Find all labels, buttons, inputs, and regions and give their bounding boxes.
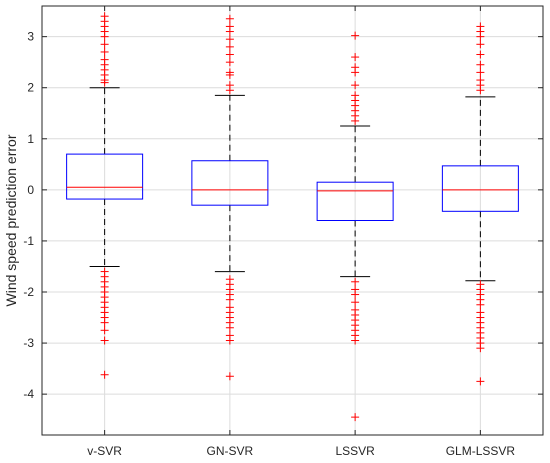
y-tick-label: 2 bbox=[27, 81, 34, 95]
outlier-marker bbox=[476, 344, 485, 353]
outlier-marker bbox=[100, 370, 109, 379]
outlier-marker bbox=[100, 326, 109, 335]
outlier-marker bbox=[476, 300, 485, 309]
outlier-marker bbox=[100, 40, 109, 49]
outlier-marker bbox=[476, 377, 485, 386]
iqr-box bbox=[316, 181, 394, 221]
outlier-marker bbox=[351, 53, 360, 62]
box-glm-lssvr bbox=[441, 22, 519, 386]
outlier-marker bbox=[351, 31, 360, 40]
y-tick-label: -3 bbox=[23, 336, 34, 350]
outlier-marker bbox=[476, 68, 485, 77]
y-tick-label: -1 bbox=[23, 234, 34, 248]
outlier-marker bbox=[225, 295, 234, 304]
outlier-marker bbox=[351, 277, 360, 286]
outlier-marker bbox=[225, 58, 234, 67]
outlier-marker bbox=[225, 336, 234, 345]
outlier-marker bbox=[100, 336, 109, 345]
y-tick-label: -4 bbox=[23, 387, 34, 401]
outlier-marker bbox=[225, 70, 234, 79]
outlier-marker bbox=[225, 42, 234, 51]
outlier-marker bbox=[351, 68, 360, 77]
y-tick-label: 3 bbox=[27, 30, 34, 44]
y-axis-ticks: -4 -3 -2 -1 0 1 2 3 bbox=[23, 30, 543, 401]
x-axis-ticks: v-SVR GN-SVR LSSVR GLM-LSSVR bbox=[87, 6, 515, 458]
y-tick-label: 1 bbox=[27, 132, 34, 146]
outlier-marker bbox=[476, 50, 485, 59]
box-v-svr bbox=[66, 12, 144, 379]
outlier-marker bbox=[351, 413, 360, 422]
outlier-marker bbox=[225, 86, 234, 95]
outlier-marker bbox=[351, 298, 360, 307]
iqr-box bbox=[191, 160, 269, 206]
box-lssvr bbox=[316, 31, 394, 422]
iqr-box bbox=[66, 153, 144, 200]
outlier-marker bbox=[100, 32, 109, 41]
outlier-marker bbox=[225, 27, 234, 36]
outlier-marker bbox=[225, 50, 234, 59]
outlier-marker bbox=[225, 372, 234, 381]
outlier-marker bbox=[476, 40, 485, 49]
outlier-marker bbox=[225, 323, 234, 332]
outlier-marker bbox=[225, 14, 234, 23]
outlier-marker bbox=[351, 116, 360, 125]
outlier-marker bbox=[476, 32, 485, 41]
outlier-marker bbox=[476, 86, 485, 95]
outlier-marker bbox=[225, 35, 234, 44]
outlier-marker bbox=[351, 81, 360, 90]
y-tick-label: -2 bbox=[23, 285, 34, 299]
boxes bbox=[66, 12, 519, 422]
x-tick-label: v-SVR bbox=[87, 444, 122, 458]
outlier-marker bbox=[100, 78, 109, 87]
outlier-marker bbox=[351, 290, 360, 299]
x-tick-label: GN-SVR bbox=[207, 444, 254, 458]
plot-frame bbox=[41, 5, 544, 436]
outlier-marker bbox=[100, 47, 109, 56]
x-tick-label: GLM-LSSVR bbox=[446, 444, 516, 458]
y-axis-label: Wind speed prediction error bbox=[3, 134, 19, 306]
outlier-marker bbox=[476, 60, 485, 69]
outlier-marker bbox=[351, 336, 360, 345]
x-tick-label: LSSVR bbox=[335, 444, 375, 458]
grid-lines bbox=[42, 6, 543, 435]
iqr-box bbox=[441, 165, 519, 212]
y-tick-label: 0 bbox=[27, 183, 34, 197]
box-gn-svr bbox=[191, 14, 269, 381]
outlier-marker bbox=[100, 318, 109, 327]
